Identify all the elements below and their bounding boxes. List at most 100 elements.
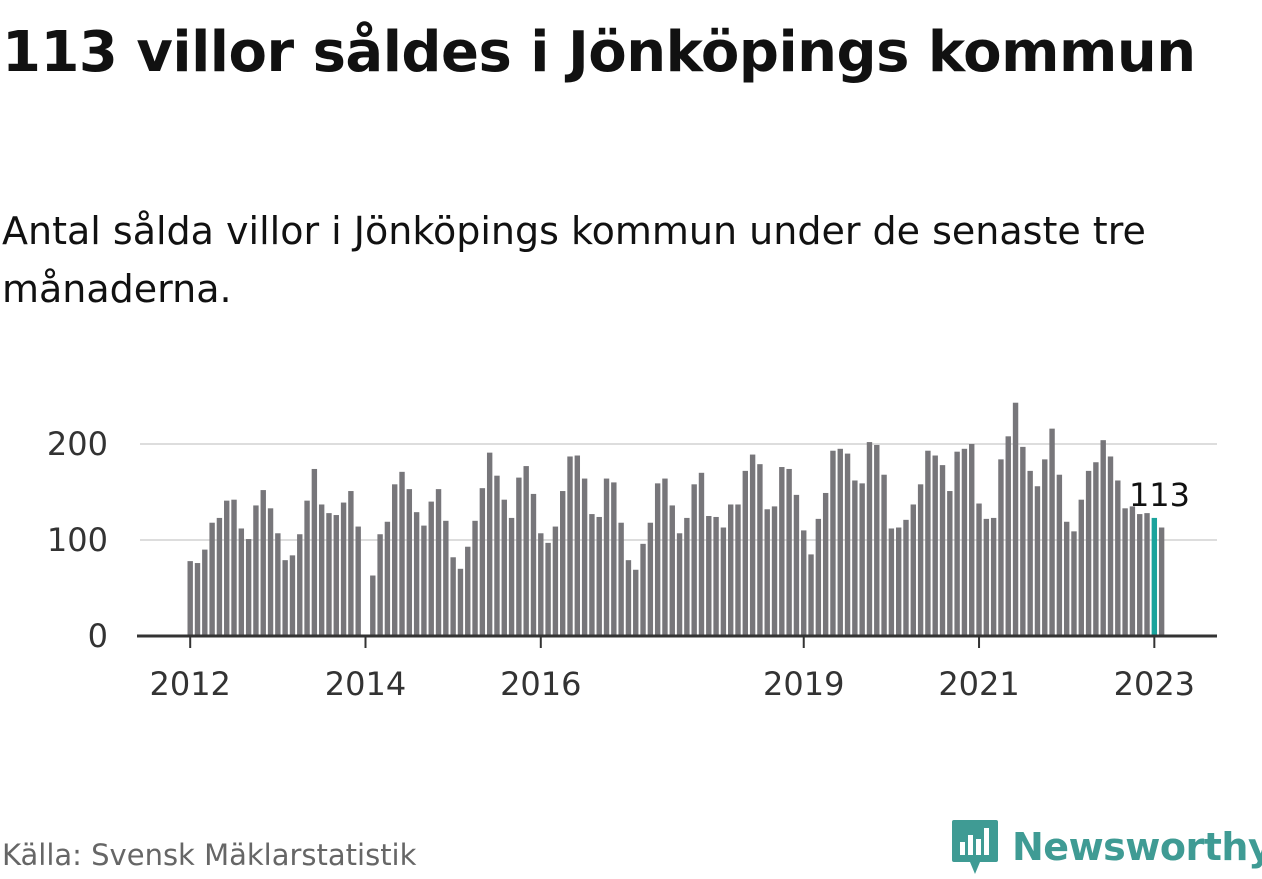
bar: [757, 464, 763, 636]
bar: [348, 491, 354, 636]
bar: [231, 499, 237, 636]
bar: [260, 490, 266, 636]
bar: [1049, 428, 1055, 636]
bar: [932, 455, 938, 636]
y-tick-label: 200: [47, 425, 108, 463]
bar: [881, 474, 887, 636]
bar: [1100, 440, 1106, 636]
bar: [874, 444, 880, 636]
bar: [545, 542, 551, 636]
bar: [698, 472, 705, 636]
bar: [822, 492, 829, 636]
bar: [275, 533, 281, 636]
bar: [457, 568, 464, 636]
bar: [742, 470, 749, 636]
bar-chart: 0 100 200 2012 2014 2016 2019 2021 2023 113: [47, 402, 1217, 703]
bar: [1027, 470, 1033, 636]
bar: [1129, 506, 1136, 636]
bar: [202, 549, 208, 636]
x-tick-label: 2012: [149, 665, 230, 703]
x-tick-label: 2019: [763, 665, 844, 703]
bar: [954, 451, 960, 636]
bar: [866, 442, 873, 636]
bar: [625, 560, 632, 636]
bar: [267, 508, 274, 636]
bar: [392, 484, 398, 636]
bar: [676, 533, 683, 636]
brand-logo[interactable]: Newsworthy: [950, 818, 1262, 876]
bar: [567, 456, 573, 636]
bar: [494, 475, 500, 636]
bar: [1042, 459, 1048, 636]
bar: [749, 454, 756, 636]
chart-title: 113 villor såldes i Jönköpings kommun: [2, 20, 1196, 85]
bar: [530, 493, 537, 636]
bar: [596, 516, 602, 636]
bar: [903, 519, 909, 636]
gridlines: [140, 443, 1217, 541]
bar: [764, 509, 770, 636]
bar: [1034, 486, 1041, 636]
bar: [311, 468, 318, 636]
bar: [282, 560, 288, 636]
bar-highlight: [1151, 517, 1158, 636]
bar: [1020, 446, 1026, 636]
x-tick-label: 2014: [325, 665, 406, 703]
bar: [318, 504, 325, 636]
bar: [421, 525, 427, 636]
bar: [370, 575, 376, 636]
bar: [998, 459, 1004, 636]
bar: [187, 561, 193, 636]
bar: [910, 504, 916, 636]
bar: [684, 517, 690, 636]
bar: [1115, 480, 1121, 636]
bar: [377, 534, 383, 636]
bar: [194, 563, 201, 636]
bar: [939, 465, 946, 636]
bar: [1158, 527, 1165, 636]
bar: [428, 501, 434, 636]
bar: [523, 466, 529, 636]
chart-subtitle: Antal sålda villor i Jönköpings kommun u…: [2, 209, 1146, 311]
bar: [253, 505, 259, 636]
bar: [560, 491, 566, 636]
bar: [465, 546, 471, 636]
bar: [1078, 499, 1084, 636]
bar: [735, 504, 741, 636]
bar: [224, 500, 230, 636]
x-axis: [137, 634, 1217, 648]
bar: [1005, 436, 1011, 636]
bar: [793, 494, 800, 636]
bar: [552, 526, 559, 636]
bar: [1107, 456, 1114, 636]
x-tick-label: 2021: [938, 665, 1019, 703]
bar: [603, 478, 610, 636]
bar: [640, 543, 646, 636]
y-axis-labels: 0 100 200: [47, 425, 108, 655]
bar: [706, 516, 712, 636]
bar: [472, 520, 478, 636]
bar: [355, 526, 361, 636]
bar: [815, 518, 822, 636]
bar: [1071, 531, 1077, 636]
bar: [245, 539, 252, 636]
bar: [238, 528, 245, 636]
bar: [209, 522, 215, 636]
bar: [925, 450, 931, 636]
highlight-value-label: 113: [1129, 476, 1190, 514]
bar: [844, 453, 851, 636]
bar: [654, 483, 661, 636]
bars: [187, 402, 1165, 636]
bar: [779, 467, 785, 636]
bar: [852, 480, 858, 636]
bar: [859, 483, 865, 636]
bar: [326, 513, 332, 636]
bar: [333, 515, 339, 636]
bar: [435, 489, 442, 636]
bar: [976, 503, 982, 636]
bar: [297, 534, 303, 636]
bar: [895, 527, 902, 636]
bar: [647, 522, 654, 636]
bar: [1137, 514, 1143, 636]
bar: [786, 468, 792, 636]
